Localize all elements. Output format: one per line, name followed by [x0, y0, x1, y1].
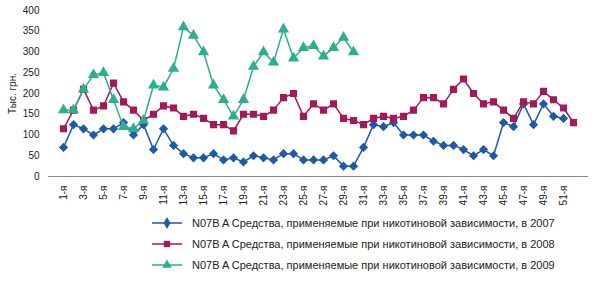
svg-text:150: 150	[23, 108, 40, 119]
svg-text:11-я: 11-я	[158, 186, 169, 205]
svg-text:33-я: 33-я	[378, 186, 389, 206]
svg-text:25-я: 25-я	[298, 186, 309, 206]
svg-text:1-я: 1-я	[58, 186, 69, 200]
svg-text:39-я: 39-я	[438, 186, 449, 206]
html-text:N07B A Средства, применяемые п: N07B A Средства, применяемые при никотин…	[192, 258, 555, 271]
svg-text:15-я: 15-я	[198, 186, 209, 206]
svg-text:23-я: 23-я	[278, 186, 289, 206]
svg-text:37-я: 37-я	[418, 186, 429, 206]
svg-text:27-я: 27-я	[318, 186, 329, 206]
svg-text:350: 350	[23, 25, 40, 36]
svg-text:300: 300	[23, 46, 40, 57]
html-text:N07B A Средства, применяемые п: N07B A Средства, применяемые при никотин…	[192, 216, 555, 229]
svg-text:250: 250	[23, 67, 40, 78]
svg-text:100: 100	[23, 129, 40, 140]
svg-text:200: 200	[23, 88, 40, 99]
svg-text:47-я: 47-я	[518, 186, 529, 206]
svg-text:19-я: 19-я	[238, 186, 249, 206]
svg-text:45-я: 45-я	[498, 186, 509, 206]
svg-text:9-я: 9-я	[138, 186, 149, 200]
svg-text:51-я: 51-я	[558, 186, 569, 206]
html-text:N07B A Средства, применяемые п: N07B A Средства, применяемые при никотин…	[192, 237, 555, 250]
svg-text:5-я: 5-я	[98, 186, 109, 200]
svg-text:31-я: 31-я	[358, 186, 369, 206]
svg-text:17-я: 17-я	[218, 186, 229, 206]
svg-text:400: 400	[23, 5, 40, 16]
svg-text:Тыс. грн.: Тыс. грн.	[7, 73, 18, 114]
svg-text:29-я: 29-я	[338, 186, 349, 206]
svg-text:7-я: 7-я	[118, 186, 129, 200]
svg-text:0: 0	[34, 171, 40, 182]
svg-text:21-я: 21-я	[258, 186, 269, 206]
svg-text:35-я: 35-я	[398, 186, 409, 206]
svg-text:43-я: 43-я	[478, 186, 489, 206]
svg-text:49-я: 49-я	[538, 186, 549, 206]
svg-text:3-я: 3-я	[78, 186, 89, 200]
svg-text:13-я: 13-я	[178, 186, 189, 206]
svg-text:41-я: 41-я	[458, 186, 469, 206]
svg-text:50: 50	[28, 150, 40, 161]
